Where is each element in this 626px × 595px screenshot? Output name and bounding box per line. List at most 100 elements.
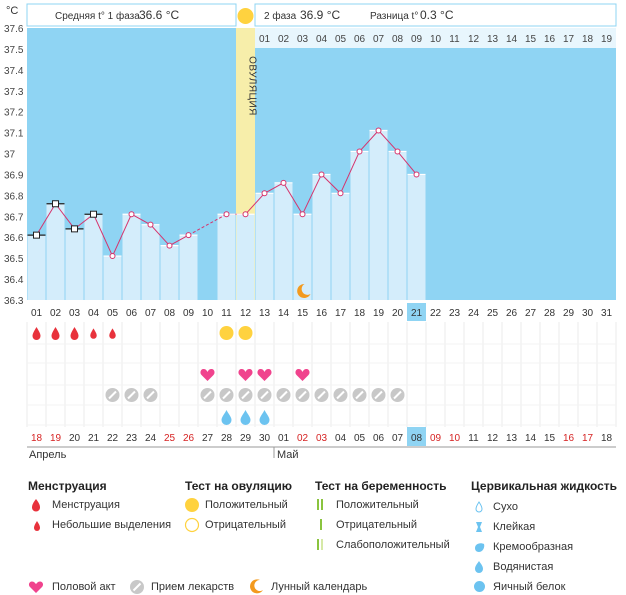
legend-medication: Прием лекарств bbox=[151, 581, 235, 593]
calendar-date: 14 bbox=[525, 433, 537, 444]
calendar-date: 20 bbox=[69, 433, 81, 444]
legend-ovulation-negative: Отрицательный bbox=[205, 519, 286, 531]
legend-sex: Половой акт bbox=[52, 581, 116, 593]
calendar-date: 29 bbox=[240, 433, 252, 444]
diff-value: 0.3 °C bbox=[420, 8, 454, 22]
pregnancy-positive-icon bbox=[317, 499, 323, 510]
calendar-date: 10 bbox=[449, 433, 461, 444]
y-tick-label: 37.4 bbox=[4, 66, 24, 77]
calendar-date: 15 bbox=[544, 433, 556, 444]
ovulation-test-icon bbox=[219, 326, 234, 340]
pill-stripe bbox=[336, 390, 345, 400]
y-tick-label: 37.6 bbox=[4, 24, 24, 35]
legend-menstruation-title: Менструация bbox=[28, 479, 107, 493]
sticky-icon bbox=[476, 522, 482, 532]
phase2-day-label: 12 bbox=[468, 34, 480, 45]
cycle-day-label: 18 bbox=[354, 308, 366, 319]
temp-bar bbox=[46, 203, 65, 300]
month1-label: Апрель bbox=[29, 449, 67, 461]
month2-label: Май bbox=[277, 449, 299, 461]
calendar-date: 30 bbox=[259, 433, 271, 444]
temp-point bbox=[128, 211, 135, 218]
temp-line bbox=[340, 151, 360, 194]
phase2-day-label: 14 bbox=[506, 34, 518, 45]
y-tick-label: 37.1 bbox=[4, 129, 24, 140]
phase2-day-label: 04 bbox=[316, 34, 328, 45]
cycle-day-label: 21 bbox=[411, 308, 423, 319]
temp-bar bbox=[122, 214, 141, 300]
legend-cervical-title: Цервикальная жидкость bbox=[471, 479, 618, 493]
temp-point bbox=[375, 127, 382, 134]
temp-bar bbox=[255, 193, 274, 300]
calendar-date: 26 bbox=[183, 433, 195, 444]
pill-stripe bbox=[222, 390, 231, 400]
watery-drop-icon bbox=[240, 410, 251, 425]
moon-icon bbox=[250, 579, 263, 594]
pill-stripe bbox=[279, 390, 288, 400]
calendar-date: 21 bbox=[88, 433, 100, 444]
calendar-date: 04 bbox=[335, 433, 347, 444]
heart-icon bbox=[238, 369, 253, 381]
creamy-icon bbox=[475, 543, 485, 552]
today-highlight bbox=[407, 303, 426, 321]
phase2-day-label: 06 bbox=[354, 34, 366, 45]
y-axis-unit: °C bbox=[6, 5, 18, 17]
calendar-date: 09 bbox=[430, 433, 442, 444]
cycle-day-label: 26 bbox=[506, 308, 518, 319]
menstruation-drop-icon bbox=[90, 328, 97, 339]
pill-stripe bbox=[146, 390, 155, 400]
temp-line-gap bbox=[188, 213, 227, 236]
phase2-day-label: 08 bbox=[392, 34, 404, 45]
phase2-value: 36.9 °C bbox=[300, 8, 340, 22]
calendar-date: 18 bbox=[601, 433, 613, 444]
calendar-date: 18 bbox=[31, 433, 43, 444]
legend-cervical-watery: Водянистая bbox=[493, 561, 554, 573]
calendar-date: 25 bbox=[164, 433, 176, 444]
temp-line bbox=[36, 203, 56, 236]
cycle-day-label: 23 bbox=[449, 308, 461, 319]
cycle-day-label: 20 bbox=[392, 308, 404, 319]
pill-stripe bbox=[355, 390, 364, 400]
legend-pregnancy-negative: Отрицательный bbox=[336, 519, 417, 531]
calendar-date: 17 bbox=[582, 433, 594, 444]
calendar-date: 22 bbox=[107, 433, 119, 444]
calendar-date: 16 bbox=[563, 433, 575, 444]
temp-line bbox=[131, 213, 151, 226]
cycle-day-label: 14 bbox=[278, 308, 290, 319]
cycle-day-label: 13 bbox=[259, 308, 271, 319]
today-date-highlight bbox=[407, 427, 426, 446]
calendar-date: 24 bbox=[145, 433, 157, 444]
ovulation-label: ОВУЛЯЦИЯ bbox=[247, 56, 258, 116]
dry-icon bbox=[475, 501, 483, 513]
temp-point bbox=[52, 200, 59, 208]
temp-bar bbox=[141, 224, 160, 300]
y-tick-label: 37 bbox=[4, 150, 16, 161]
calendar-date: 19 bbox=[50, 433, 62, 444]
calendar-date: 13 bbox=[506, 433, 518, 444]
cycle-day-label: 25 bbox=[487, 308, 499, 319]
y-tick-label: 37.2 bbox=[4, 108, 24, 119]
legend-cervical-eggwhite: Яичный белок bbox=[493, 581, 566, 593]
cycle-day-label: 08 bbox=[164, 308, 176, 319]
menstruation-icon bbox=[32, 499, 40, 512]
cycle-day-label: 30 bbox=[582, 308, 594, 319]
y-tick-label: 36.8 bbox=[4, 191, 24, 202]
calendar-date: 05 bbox=[354, 433, 366, 444]
temp-line bbox=[359, 130, 379, 152]
pill-stripe bbox=[317, 390, 326, 400]
y-tick-label: 36.5 bbox=[4, 254, 24, 265]
ovulation-negative-icon bbox=[184, 517, 200, 533]
temp-point bbox=[33, 231, 40, 239]
temp-point bbox=[413, 171, 420, 178]
watery-drop-icon bbox=[259, 410, 270, 425]
heart-icon bbox=[28, 581, 44, 593]
temp-point bbox=[318, 171, 325, 178]
menstruation-drop-icon bbox=[32, 327, 41, 340]
diff-label: Разница t° bbox=[370, 11, 418, 22]
temp-bar bbox=[369, 130, 388, 300]
menstruation-drop-icon bbox=[51, 327, 60, 340]
menstruation-drop-icon bbox=[109, 328, 116, 339]
pill-stripe bbox=[241, 390, 250, 400]
temp-line bbox=[397, 151, 417, 175]
cycle-day-label: 24 bbox=[468, 308, 480, 319]
